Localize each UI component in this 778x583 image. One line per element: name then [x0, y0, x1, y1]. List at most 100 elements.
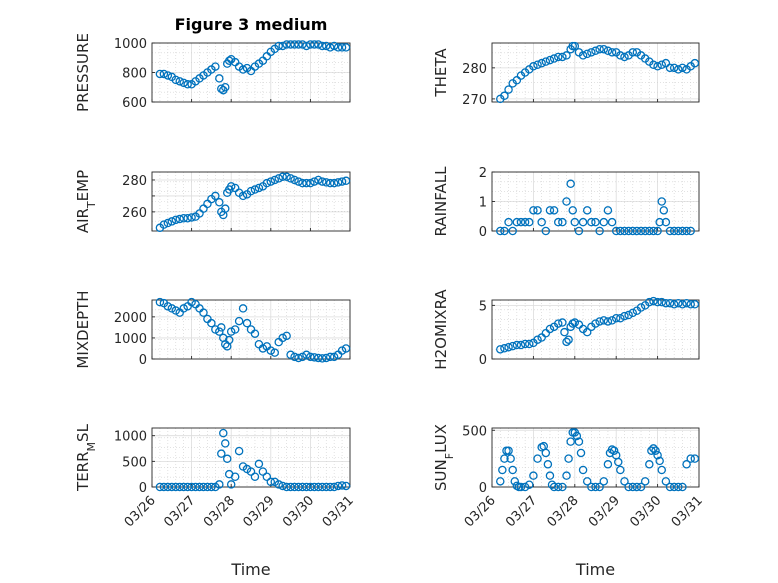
x-axis-label: Time [230, 560, 270, 579]
data-point [525, 480, 534, 489]
y-tick-label: 0 [139, 353, 147, 368]
data-point [290, 40, 299, 49]
data-point [649, 296, 658, 306]
data-point [595, 44, 604, 54]
data-point [591, 319, 600, 328]
data-point [512, 217, 522, 227]
data-point [669, 226, 679, 236]
data-point [578, 217, 588, 227]
data-point [686, 226, 695, 236]
data-point [230, 325, 240, 334]
data-point [574, 437, 584, 446]
data-point [558, 217, 567, 227]
data-point [321, 178, 331, 187]
data-point [549, 482, 559, 492]
data-point [620, 477, 629, 486]
y-tick-label: 260 [122, 206, 147, 221]
data-point [278, 172, 287, 182]
data-point [314, 40, 323, 49]
data-point [558, 482, 567, 492]
data-point [661, 477, 671, 486]
data-point [657, 60, 666, 69]
data-point [226, 480, 236, 489]
data-point [661, 298, 671, 308]
data-point [562, 337, 571, 347]
data-point [636, 303, 646, 312]
y-axis-label: MIXDEPTH [74, 290, 92, 368]
data-point [207, 318, 216, 328]
data-point [310, 177, 319, 186]
axes-box [151, 171, 351, 232]
y-axis-label: THETA [432, 48, 450, 98]
data-point [582, 49, 592, 59]
x-tick-label: 03/29 [586, 493, 623, 530]
data-point [325, 43, 335, 52]
data-point [655, 217, 664, 227]
data-point [325, 178, 335, 188]
data-point [624, 482, 633, 492]
data-point [562, 471, 571, 480]
data-point [653, 226, 662, 236]
data-point [558, 52, 567, 62]
data-point [645, 226, 654, 236]
data-point [578, 51, 588, 60]
data-point [549, 54, 559, 63]
data-point [250, 329, 260, 338]
data-point [325, 352, 335, 362]
data-point [566, 437, 575, 446]
subplot-5: 0 1000 2000 MIXDEPTH [74, 290, 351, 369]
data-point [640, 477, 650, 486]
x-tick-label: 03/26 [462, 493, 499, 530]
data-point [183, 213, 192, 223]
data-point [678, 63, 687, 73]
data-point [657, 465, 666, 475]
data-point [302, 482, 311, 492]
data-point [620, 311, 629, 321]
data-point [516, 340, 526, 350]
data-point [333, 481, 343, 491]
data-point [607, 217, 617, 227]
y-tick-label: 500 [462, 424, 487, 439]
data-point [266, 477, 276, 487]
data-point [628, 308, 638, 318]
data-point [529, 206, 538, 215]
data-point [599, 217, 609, 227]
data-point [545, 55, 555, 65]
data-point [254, 183, 264, 193]
data-point [614, 457, 623, 467]
data-point [516, 482, 526, 492]
x-tick-label: 03/26 [122, 493, 159, 530]
data-point [545, 206, 555, 215]
data-point [516, 217, 526, 227]
data-point [560, 327, 569, 337]
data-point [318, 482, 327, 492]
data-point [620, 52, 629, 62]
data-point [321, 482, 331, 492]
data-point [171, 215, 181, 225]
data-point [298, 482, 307, 492]
data-point [632, 482, 642, 492]
data-point [616, 313, 625, 323]
data-point [661, 58, 671, 68]
y-tick-label: 800 [122, 67, 147, 82]
y-tick-label: 270 [462, 93, 487, 108]
data-point [321, 353, 331, 363]
data-point [628, 48, 638, 57]
data-point [545, 324, 555, 334]
data-point [591, 482, 600, 492]
data-point [250, 185, 260, 194]
data-point [649, 60, 658, 69]
data-point [520, 217, 530, 227]
data-point [226, 182, 236, 191]
data-point [222, 454, 232, 464]
data-point [616, 465, 625, 475]
data-point [504, 85, 513, 94]
data-point [665, 63, 675, 73]
data-point [636, 226, 646, 236]
data-point [242, 318, 252, 328]
data-point [286, 174, 295, 183]
data-point [318, 41, 327, 51]
data-point [520, 482, 530, 492]
subplot-6: 0 5 H2OMIXRA [432, 289, 700, 370]
data-point [163, 71, 173, 80]
